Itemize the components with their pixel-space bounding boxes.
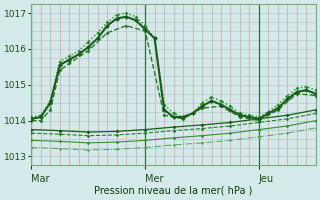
X-axis label: Pression niveau de la mer( hPa ): Pression niveau de la mer( hPa ) xyxy=(94,186,253,196)
